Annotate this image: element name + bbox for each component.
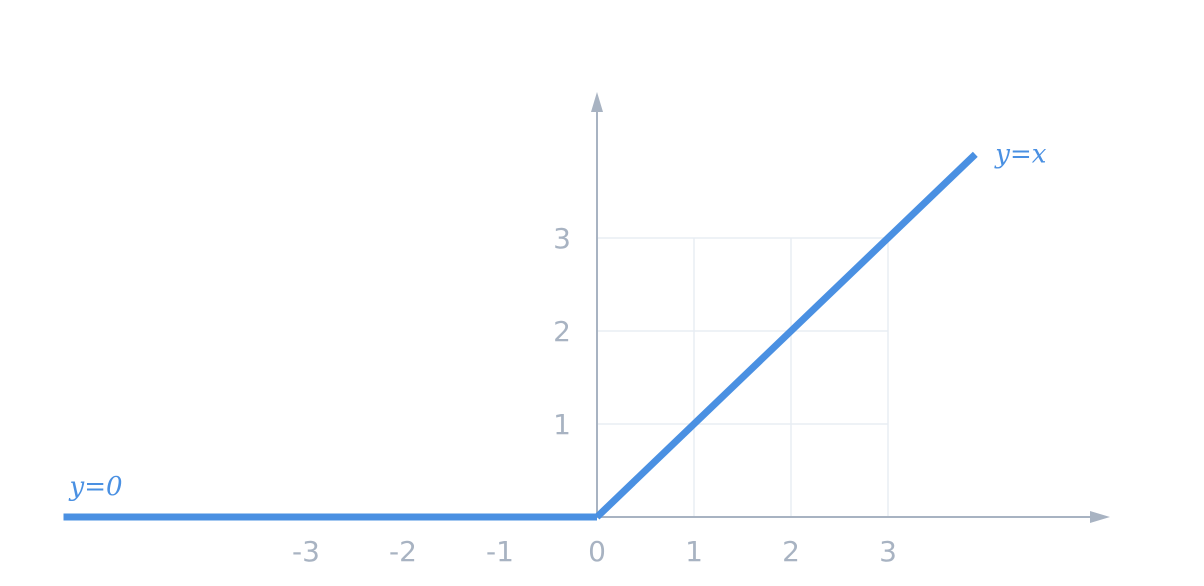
y-tick-label: 2 (553, 315, 571, 348)
series-labels: y=0 y=x (69, 139, 1047, 502)
y-axis-arrow (591, 92, 603, 112)
series-label-y-equals-x: y=x (994, 139, 1046, 169)
x-tick-label: -3 (292, 535, 320, 568)
x-tick-label: 1 (685, 535, 703, 568)
x-tick-label: 0 (588, 535, 606, 568)
axes (72, 92, 1110, 523)
x-tick-label: 2 (782, 535, 800, 568)
tick-labels: -3 -2 -1 0 1 2 3 1 2 3 (292, 222, 897, 568)
x-tick-label: -1 (486, 535, 514, 568)
series-line-y-equals-x (594, 151, 978, 520)
x-tick-label: -2 (389, 535, 417, 568)
grid (597, 237, 889, 517)
series (63, 151, 978, 521)
x-axis-arrow (1090, 511, 1110, 523)
x-tick-label: 3 (879, 535, 897, 568)
y-tick-label: 3 (553, 222, 571, 255)
y-tick-label: 1 (553, 408, 571, 441)
series-label-y-equals-0: y=0 (69, 472, 123, 502)
